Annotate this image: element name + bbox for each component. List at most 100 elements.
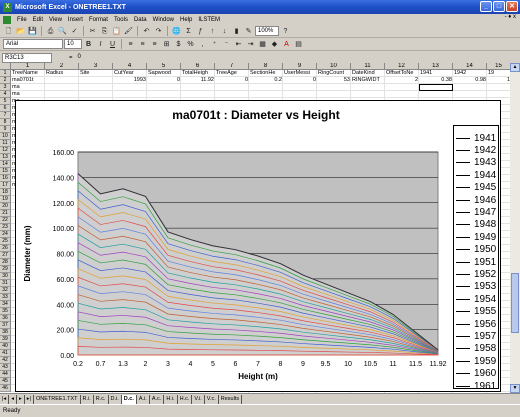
legend-entry[interactable]: 1957 bbox=[456, 328, 496, 344]
legend-entry[interactable]: 1960 bbox=[456, 366, 496, 382]
scroll-down-button[interactable]: ▼ bbox=[510, 384, 520, 393]
legend-entry[interactable]: 1947 bbox=[456, 204, 496, 220]
legend-entry[interactable]: 1951 bbox=[456, 254, 496, 270]
align-right-icon[interactable]: ≡ bbox=[152, 40, 157, 48]
increase-decimal-icon[interactable]: ⁺ bbox=[212, 40, 217, 48]
sheet-tab[interactable]: V.i. bbox=[192, 394, 205, 404]
legend-entry[interactable]: 1946 bbox=[456, 192, 496, 208]
cell[interactable]: Sapwood bbox=[148, 70, 171, 76]
font-color-icon[interactable]: A bbox=[284, 40, 289, 48]
cell[interactable] bbox=[80, 77, 112, 84]
drawing-icon[interactable]: ✎ bbox=[245, 27, 252, 35]
chart-area[interactable]: ma0701t : Diameter vs Height 0.00 20.00 40.… bbox=[15, 100, 501, 392]
menu-view[interactable]: View bbox=[49, 16, 62, 23]
cell[interactable]: RingCount bbox=[318, 70, 344, 76]
cell[interactable]: 0.2 bbox=[274, 77, 282, 83]
first-sheet-button[interactable]: |◂ bbox=[0, 394, 10, 404]
legend-entry[interactable]: 1941 bbox=[456, 130, 496, 146]
cell[interactable]: TotalHeigh bbox=[182, 70, 208, 76]
align-left-icon[interactable]: ≡ bbox=[128, 40, 133, 48]
italic-button[interactable]: I bbox=[99, 40, 102, 48]
legend-entry[interactable]: 1954 bbox=[456, 291, 496, 307]
cell[interactable]: ma bbox=[12, 91, 20, 97]
percent-icon[interactable]: % bbox=[187, 40, 194, 48]
legend-entry[interactable]: 1944 bbox=[456, 167, 496, 183]
last-sheet-button[interactable]: ▸| bbox=[25, 394, 34, 404]
menu-edit[interactable]: Edit bbox=[32, 16, 44, 23]
scroll-thumb[interactable] bbox=[511, 273, 519, 333]
sort-ascending-icon[interactable]: ↑ bbox=[210, 27, 215, 35]
font-select[interactable]: Arial bbox=[3, 39, 63, 49]
chart-legend[interactable]: 1941 1942 1943 1944 1945 1946 1947 1948 1949 1950… bbox=[453, 125, 499, 392]
legend-entry[interactable]: 1948 bbox=[456, 217, 496, 233]
save-icon[interactable]: 💾 bbox=[28, 27, 37, 35]
function-icon[interactable]: ƒ bbox=[198, 27, 203, 35]
sheet-tab[interactable]: R.i. bbox=[81, 394, 94, 404]
sheet-tab[interactable]: A.c. bbox=[150, 394, 165, 404]
cell[interactable]: OffsetToNe bbox=[386, 70, 414, 76]
decrease-indent-icon[interactable]: ⇤ bbox=[235, 40, 242, 48]
legend-entry[interactable]: 1961 bbox=[456, 378, 496, 394]
cell[interactable]: 1942 bbox=[454, 70, 467, 76]
borders-icon[interactable]: ▦ bbox=[259, 40, 266, 48]
menu-window[interactable]: Window bbox=[152, 16, 174, 23]
paste-icon[interactable]: 📋 bbox=[112, 27, 121, 35]
sheet-tab[interactable]: ONETREE1.TXT bbox=[34, 394, 81, 404]
cell[interactable]: 0.38 bbox=[441, 77, 452, 83]
close-button[interactable]: ✕ bbox=[506, 1, 518, 12]
new-icon[interactable]: 🗋 bbox=[5, 27, 12, 35]
sheet-tab[interactable]: D.i. bbox=[109, 394, 122, 404]
menu-help[interactable]: Help bbox=[180, 16, 193, 23]
merge-center-icon[interactable]: ⊞ bbox=[163, 40, 170, 48]
cell[interactable]: UserMessi bbox=[284, 70, 310, 76]
legend-entry[interactable]: 1956 bbox=[456, 316, 496, 332]
maximize-button[interactable]: □ bbox=[493, 1, 505, 12]
autosum-icon[interactable]: Σ bbox=[186, 27, 191, 35]
menu-data[interactable]: Data bbox=[133, 16, 147, 23]
cell[interactable]: 1 bbox=[506, 77, 510, 83]
minimize-button[interactable]: _ bbox=[480, 1, 492, 12]
cell[interactable]: CutYear bbox=[114, 70, 134, 76]
sheet-tab[interactable]: A.i. bbox=[137, 394, 150, 404]
copy-icon[interactable]: ⎘ bbox=[101, 27, 108, 35]
formula-input[interactable]: 0 bbox=[77, 53, 81, 60]
cut-icon[interactable]: ✂ bbox=[89, 27, 96, 35]
align-center-icon[interactable]: ≡ bbox=[140, 40, 145, 48]
cell[interactable]: 0 bbox=[244, 77, 248, 83]
cell[interactable]: RINGWIDT bbox=[352, 77, 380, 83]
cell[interactable]: TreeAge bbox=[216, 70, 237, 76]
cell[interactable] bbox=[46, 77, 78, 84]
legend-entry[interactable]: 1943 bbox=[456, 155, 496, 171]
cell[interactable]: 0.98 bbox=[475, 77, 486, 83]
sheet-tab[interactable]: H.i. bbox=[164, 394, 178, 404]
cell[interactable]: ma0701t bbox=[12, 77, 34, 83]
legend-entry[interactable]: 1952 bbox=[456, 266, 496, 282]
increase-indent-icon[interactable]: ⇥ bbox=[247, 40, 254, 48]
font-size-select[interactable]: 10 bbox=[64, 39, 82, 49]
document-window-controls[interactable]: - ♦ x bbox=[504, 14, 516, 20]
prev-sheet-button[interactable]: ◂ bbox=[9, 394, 17, 404]
chart-wizard-icon[interactable]: ▮ bbox=[234, 27, 239, 35]
cell[interactable]: DateKind bbox=[352, 70, 375, 76]
decrease-decimal-icon[interactable]: ⁻ bbox=[224, 40, 229, 48]
sheet-tab[interactable]: Results bbox=[219, 394, 243, 404]
legend-entry[interactable]: 1955 bbox=[456, 304, 496, 320]
sheet-tab[interactable]: H.c. bbox=[178, 394, 193, 404]
menu-tools[interactable]: Tools bbox=[113, 16, 128, 23]
cell[interactable]: TreeName bbox=[12, 70, 38, 76]
document-icon[interactable] bbox=[3, 15, 11, 24]
print-icon[interactable]: ⎙ bbox=[47, 27, 54, 35]
cell[interactable]: 53 bbox=[343, 77, 350, 83]
spelling-icon[interactable]: ✓ bbox=[71, 27, 78, 35]
chart-toolbar-icon[interactable]: ▤ bbox=[295, 40, 302, 48]
zoom-select[interactable]: 100% bbox=[255, 26, 279, 36]
cell[interactable]: 2 bbox=[414, 77, 418, 83]
sheet-tab[interactable]: D.c. bbox=[121, 394, 137, 404]
name-box[interactable]: R3C13 bbox=[2, 52, 52, 63]
menu-format[interactable]: Format bbox=[88, 16, 108, 23]
cell[interactable]: 19 bbox=[488, 70, 495, 76]
cell[interactable]: Site bbox=[80, 70, 90, 76]
sheet-tab[interactable]: V.c. bbox=[205, 394, 219, 404]
menu-ilstem[interactable]: ILSTEM bbox=[198, 16, 221, 23]
cell[interactable]: 0 bbox=[176, 77, 180, 83]
